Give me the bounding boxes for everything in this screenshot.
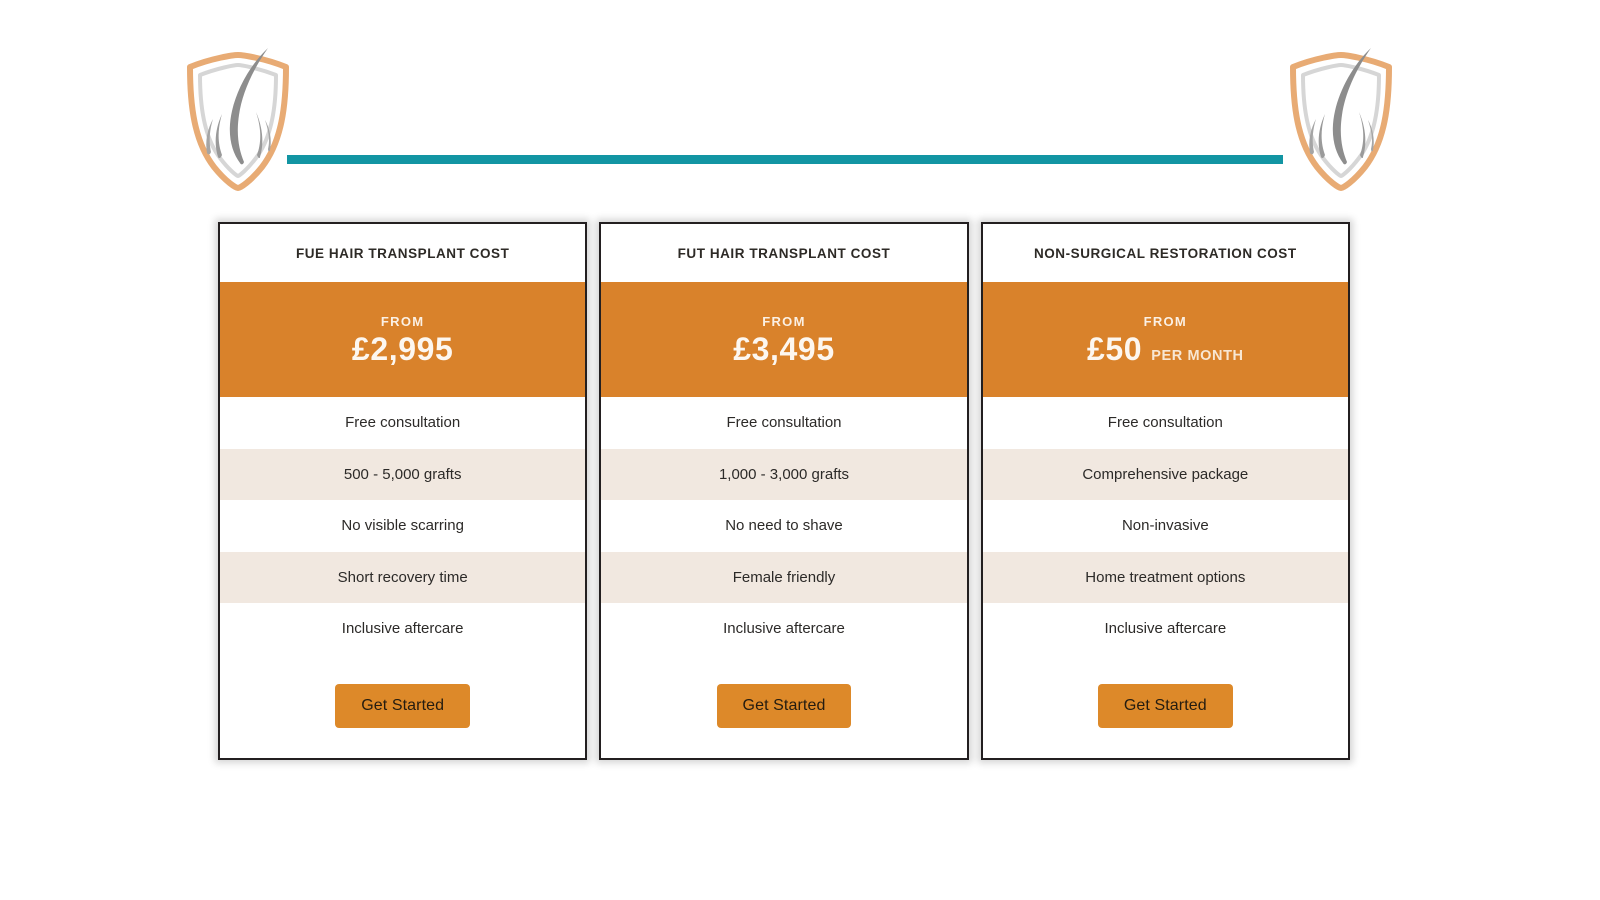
price-row: £2,995	[352, 333, 453, 365]
feature-item: Inclusive aftercare	[982, 603, 1348, 655]
pricing-card-fue: FUE HAIR TRANSPLANT COST FROM £2,995 Fre…	[218, 222, 588, 760]
feature-item: Free consultation	[220, 397, 586, 449]
card-title: FUT HAIR TRANSPLANT COST	[601, 224, 967, 283]
page-header	[0, 0, 1600, 210]
card-title: FUE HAIR TRANSPLANT COST	[220, 224, 586, 283]
hair-follicle-shield-icon	[182, 45, 294, 193]
price-band: FROM £3,495	[601, 282, 967, 398]
feature-list: Free consultation 1,000 - 3,000 grafts N…	[601, 397, 967, 655]
price-from-label: FROM	[1143, 314, 1188, 330]
feature-item: No visible scarring	[220, 500, 586, 552]
feature-item: Inclusive aftercare	[601, 603, 967, 655]
price-amount: £2,995	[351, 331, 454, 368]
price-row: £50 PER MONTH	[1087, 333, 1244, 365]
teal-horizontal-rule	[287, 155, 1283, 164]
price-amount: £50	[1087, 331, 1143, 368]
pricing-card-grid: FUE HAIR TRANSPLANT COST FROM £2,995 Fre…	[218, 222, 1350, 760]
feature-item: Female friendly	[601, 551, 967, 604]
feature-item: 1,000 - 3,000 grafts	[601, 448, 967, 501]
pricing-card-non-surgical: NON-SURGICAL RESTORATION COST FROM £50 P…	[980, 222, 1350, 760]
cta-container: Get Started	[220, 654, 586, 758]
price-band: FROM £2,995	[220, 282, 586, 398]
hair-follicle-shield-icon	[1285, 45, 1397, 193]
card-title: NON-SURGICAL RESTORATION COST	[982, 224, 1348, 283]
cta-container: Get Started	[601, 654, 967, 758]
price-from-label: FROM	[762, 314, 806, 330]
price-from-label: FROM	[380, 314, 425, 330]
cta-container: Get Started	[982, 654, 1348, 758]
feature-item: Short recovery time	[220, 551, 586, 604]
feature-item: Home treatment options	[982, 551, 1348, 604]
feature-list: Free consultation Comprehensive package …	[982, 397, 1348, 655]
feature-item: 500 - 5,000 grafts	[220, 448, 586, 501]
feature-item: Non-invasive	[982, 500, 1348, 552]
price-period: PER MONTH	[1151, 348, 1244, 365]
get-started-button[interactable]: Get Started	[335, 684, 471, 729]
price-band: FROM £50 PER MONTH	[982, 282, 1348, 398]
pricing-card-fut: FUT HAIR TRANSPLANT COST FROM £3,495 Fre…	[599, 222, 969, 760]
feature-item: No need to shave	[601, 500, 967, 552]
feature-item: Free consultation	[982, 397, 1348, 449]
get-started-button[interactable]: Get Started	[716, 684, 852, 729]
feature-item: Comprehensive package	[982, 448, 1348, 501]
brand-logo-right	[1285, 45, 1397, 193]
feature-item: Free consultation	[601, 397, 967, 449]
feature-list: Free consultation 500 - 5,000 grafts No …	[220, 397, 586, 655]
brand-logo-left	[182, 45, 294, 193]
get-started-button[interactable]: Get Started	[1097, 684, 1233, 729]
price-amount: £3,495	[733, 331, 835, 368]
feature-item: Inclusive aftercare	[220, 603, 586, 655]
price-row: £3,495	[733, 333, 834, 365]
